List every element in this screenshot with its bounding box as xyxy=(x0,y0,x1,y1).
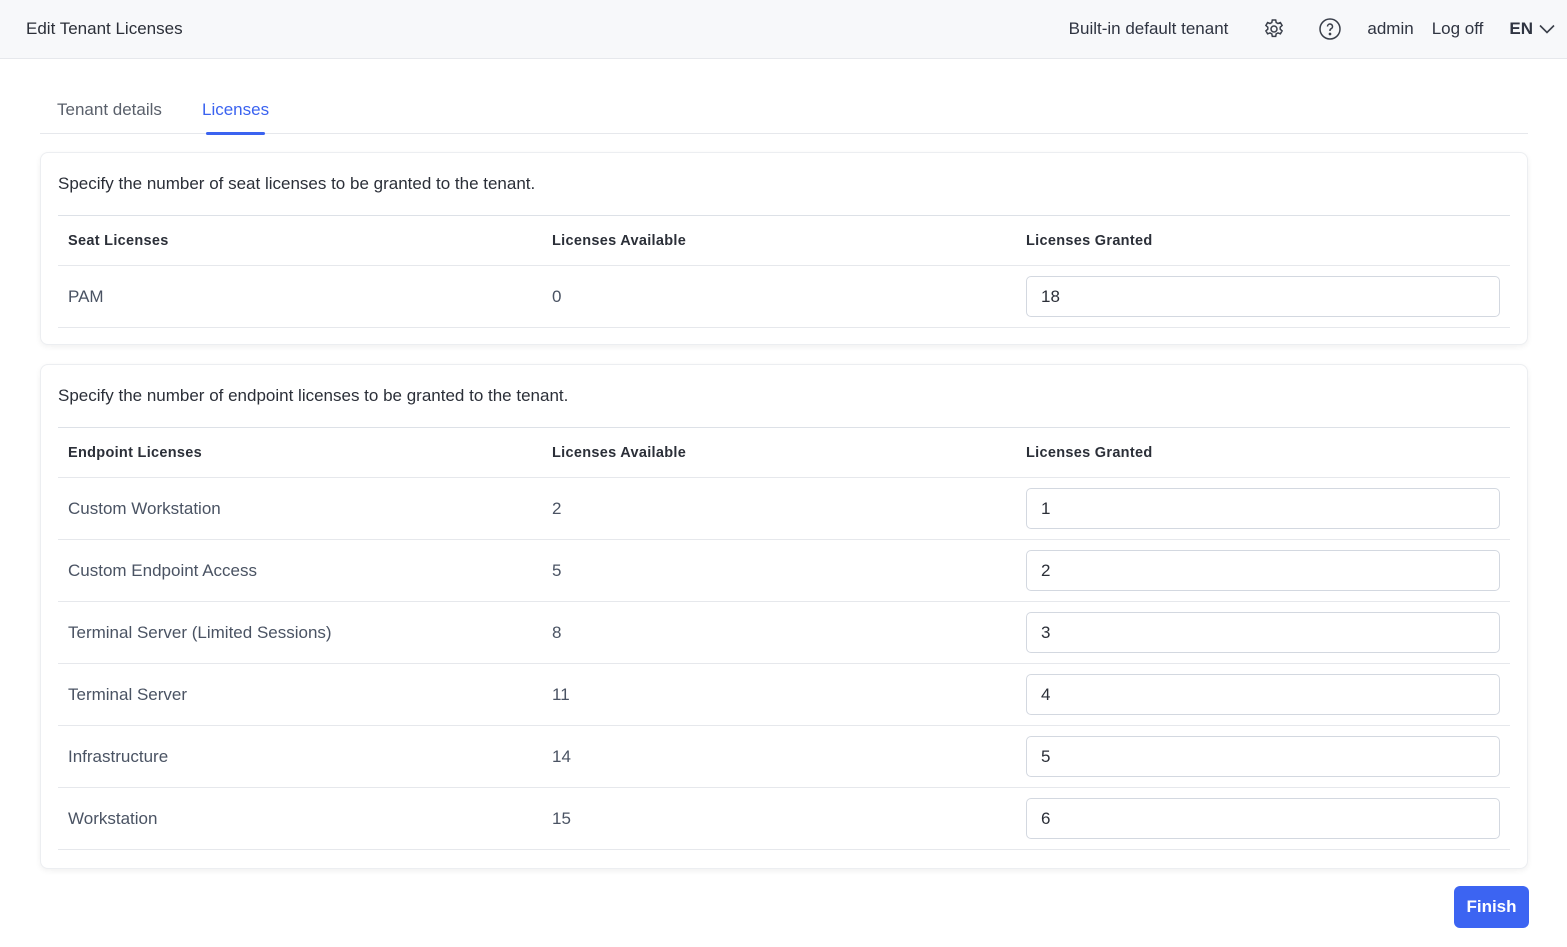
licenses-available: 2 xyxy=(542,477,1026,540)
endpoint-licenses-card: Specify the number of endpoint licenses … xyxy=(40,364,1528,869)
user-name[interactable]: admin xyxy=(1367,19,1414,38)
licenses-granted-input[interactable] xyxy=(1026,488,1500,529)
license-name: Terminal Server (Limited Sessions) xyxy=(58,601,542,664)
licenses-granted-input[interactable] xyxy=(1026,736,1500,777)
licenses-granted-input[interactable] xyxy=(1026,550,1500,591)
license-name: Workstation xyxy=(58,787,542,850)
license-name: Infrastructure xyxy=(58,725,542,788)
table-row: Terminal Server (Limited Sessions) 8 xyxy=(58,601,1510,664)
seat-licenses-table: Seat Licenses Licenses Available Licenses … xyxy=(58,215,1510,328)
column-header: Seat Licenses xyxy=(58,215,542,266)
language-label: EN xyxy=(1509,19,1533,38)
seat-description: Specify the number of seat licenses to b… xyxy=(58,174,536,193)
license-name: Terminal Server xyxy=(58,663,542,726)
licenses-available: 5 xyxy=(542,539,1026,602)
help-icon[interactable] xyxy=(1318,17,1342,41)
tab-licenses[interactable]: Licenses xyxy=(202,100,270,135)
table-row: Custom Endpoint Access 5 xyxy=(58,539,1510,602)
endpoint-description: Specify the number of endpoint licenses … xyxy=(58,386,569,405)
column-header: Licenses Available xyxy=(542,215,1026,266)
language-selector[interactable]: EN xyxy=(1509,19,1555,39)
tenant-name[interactable]: Built-in default tenant xyxy=(1068,19,1229,38)
column-header: Licenses Granted xyxy=(1026,427,1510,478)
chevron-down-icon xyxy=(1539,24,1555,34)
tab-tenant-details[interactable]: Tenant details xyxy=(57,100,162,119)
licenses-available: 15 xyxy=(542,787,1026,850)
licenses-available: 14 xyxy=(542,725,1026,788)
table-row: Terminal Server 11 xyxy=(58,663,1510,726)
licenses-available: 8 xyxy=(542,601,1026,664)
licenses-granted-input[interactable] xyxy=(1026,276,1500,317)
column-header: Endpoint Licenses xyxy=(58,427,542,478)
license-name: Custom Workstation xyxy=(58,477,542,540)
licenses-granted-input[interactable] xyxy=(1026,674,1500,715)
table-row: PAM 0 xyxy=(58,265,1510,328)
finish-button[interactable]: Finish xyxy=(1454,886,1529,928)
endpoint-licenses-table: Endpoint Licenses Licenses Available Licen… xyxy=(58,427,1510,850)
table-row: Workstation 15 xyxy=(58,787,1510,850)
license-name: PAM xyxy=(58,265,542,328)
gear-icon[interactable] xyxy=(1262,17,1286,41)
licenses-available: 11 xyxy=(542,663,1026,726)
page-title: Edit Tenant Licenses xyxy=(26,19,183,38)
table-row: Custom Workstation 2 xyxy=(58,477,1510,540)
column-header: Licenses Granted xyxy=(1026,215,1510,266)
top-header: Edit Tenant Licenses Built-in default te… xyxy=(0,0,1567,59)
licenses-granted-input[interactable] xyxy=(1026,798,1500,839)
column-header: Licenses Available xyxy=(542,427,1026,478)
licenses-granted-input[interactable] xyxy=(1026,612,1500,653)
logoff-link[interactable]: Log off xyxy=(1431,19,1484,38)
table-row: Infrastructure 14 xyxy=(58,725,1510,788)
license-name: Custom Endpoint Access xyxy=(58,539,542,602)
licenses-available: 0 xyxy=(542,265,1026,328)
tab-bar: Tenant details Licenses xyxy=(40,92,1528,135)
seat-licenses-card: Specify the number of seat licenses to b… xyxy=(40,152,1528,345)
